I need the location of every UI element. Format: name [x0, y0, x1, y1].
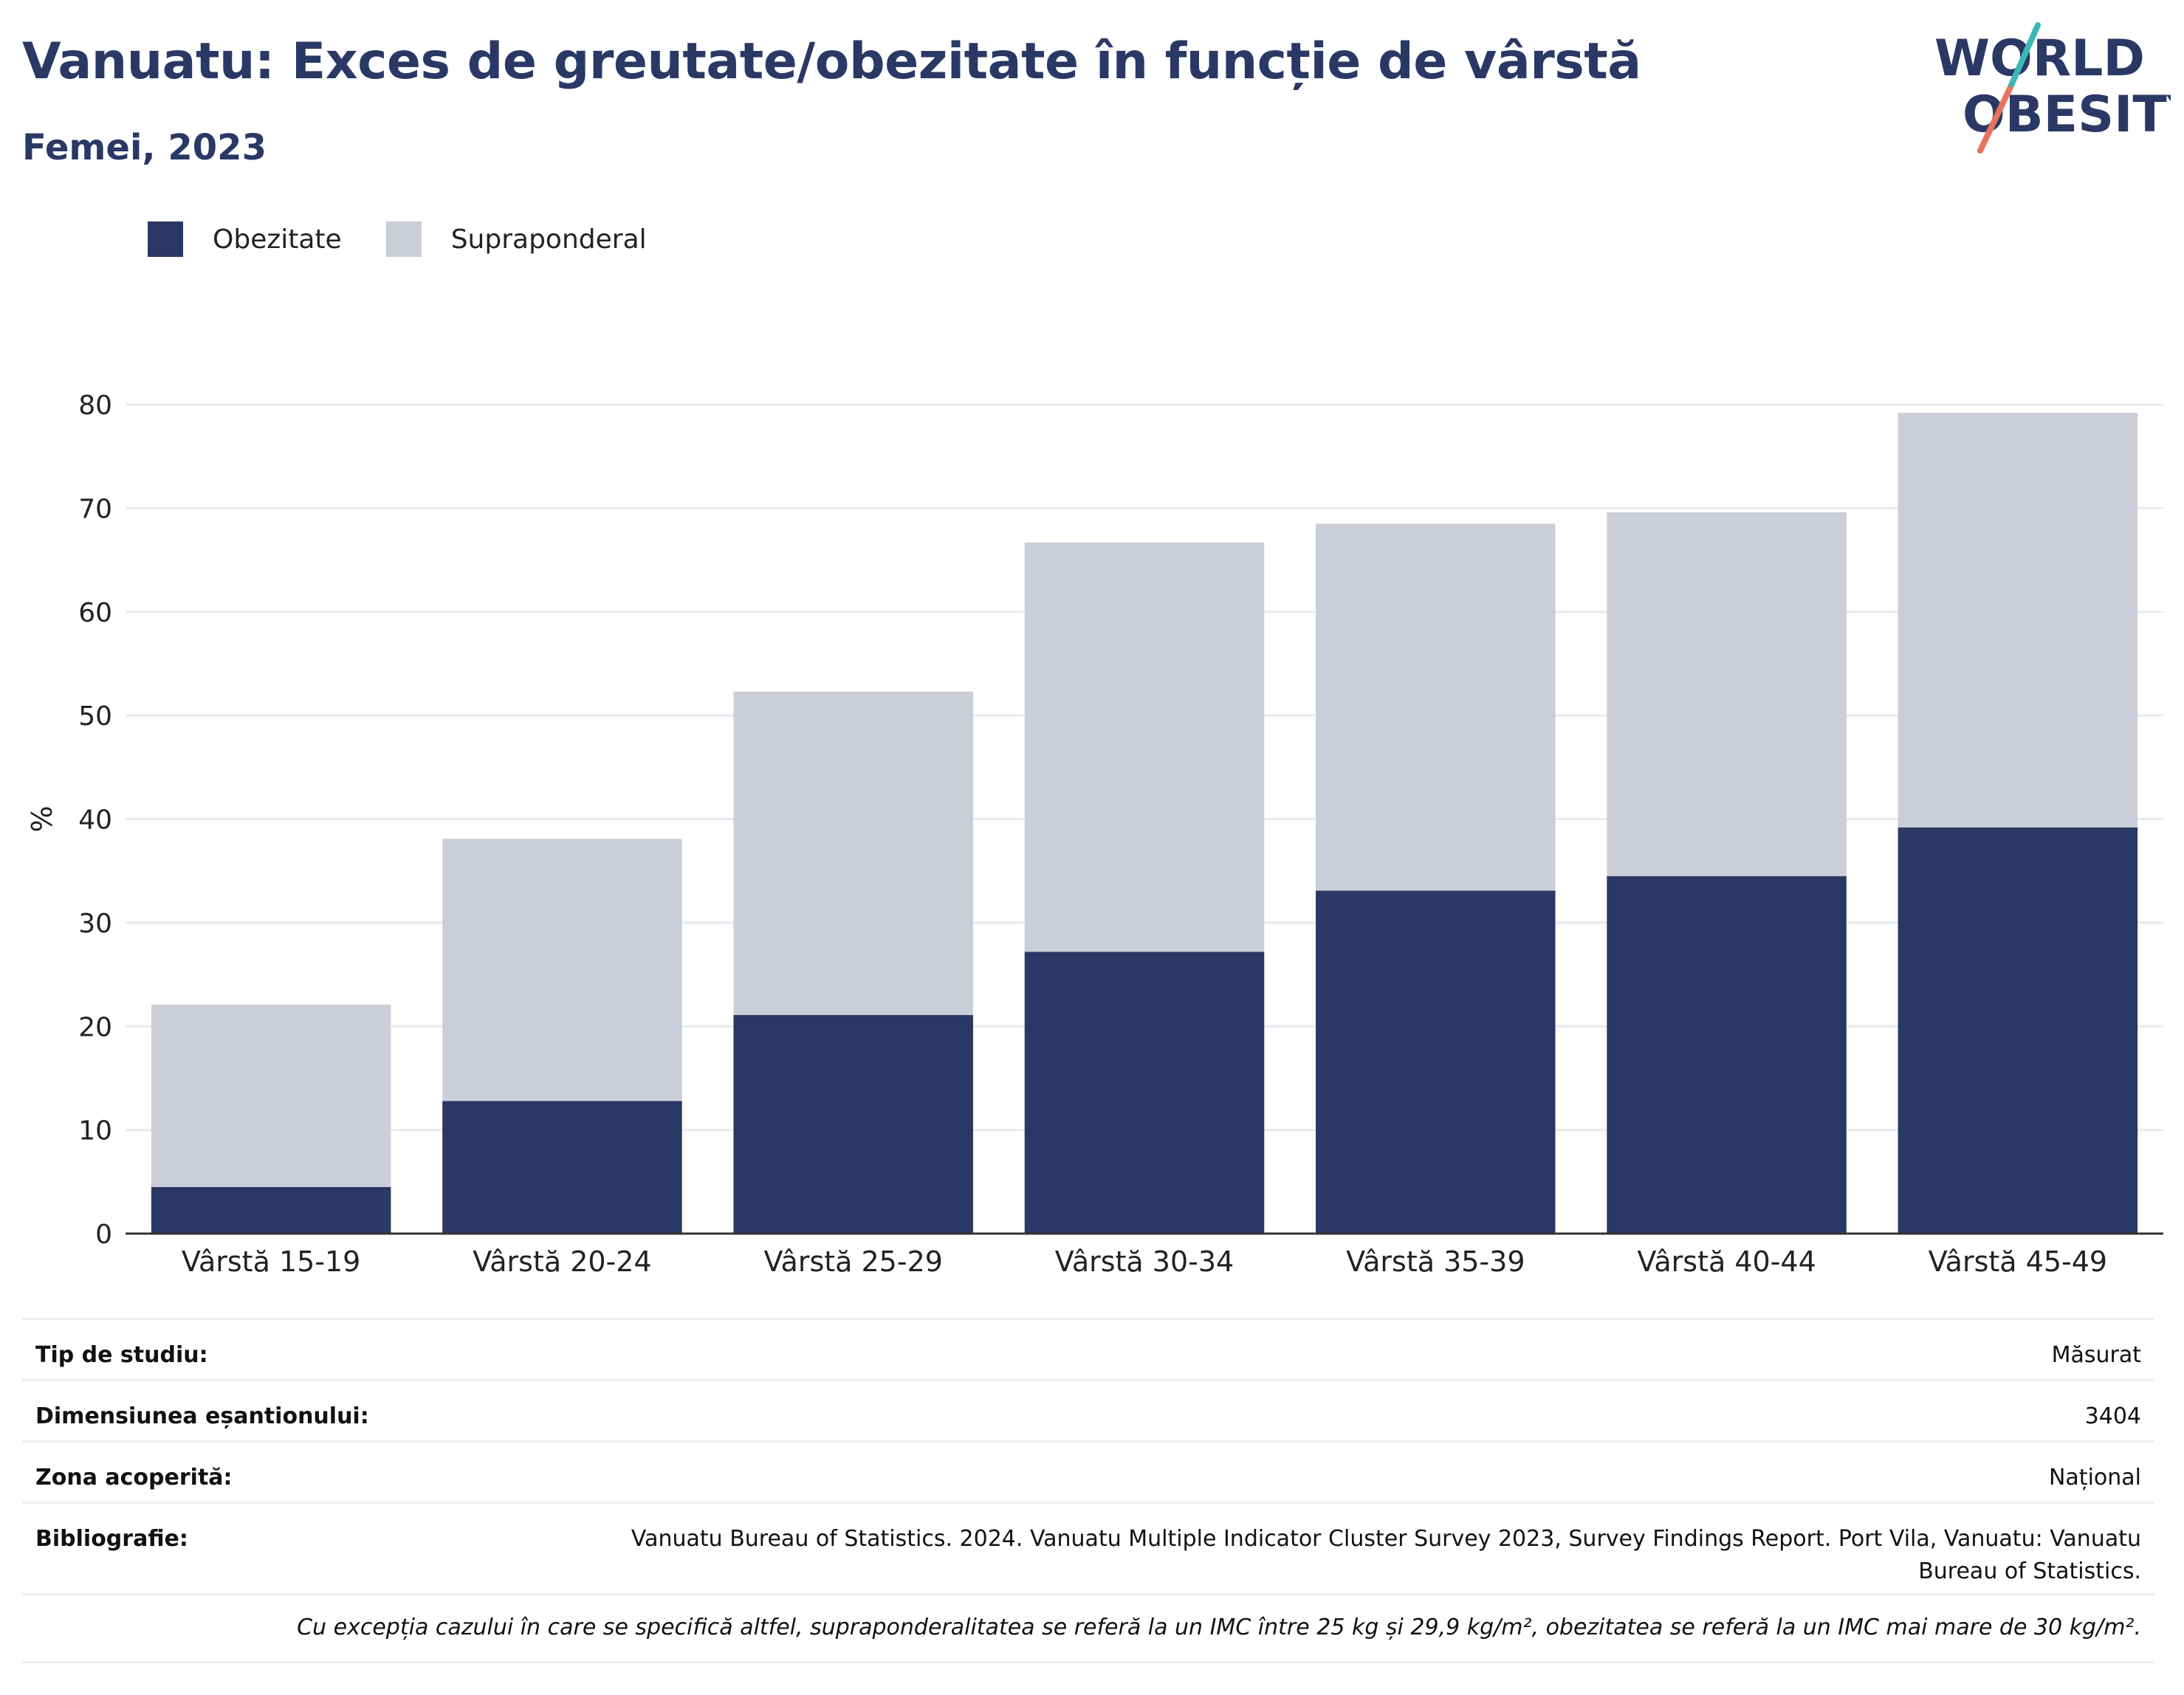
- bar-overweight: [442, 839, 682, 1101]
- info-value-bibliography: Vanuatu Bureau of Statistics. 2024. Vanu…: [631, 1526, 2141, 1584]
- info-row-bibliography: Bibliografie: Vanuatu Bureau of Statisti…: [22, 1502, 2154, 1593]
- x-tick-label: Vârstă 25-29: [763, 1245, 942, 1278]
- x-tick-label: Vârstă 30-34: [1055, 1245, 1234, 1278]
- chart-title: Vanuatu: Exces de greutate/obezitate în …: [22, 32, 1641, 91]
- bar-obesity: [1024, 952, 1265, 1234]
- info-label-bibliography: Bibliografie:: [35, 1526, 188, 1552]
- y-tick-label: 70: [78, 494, 112, 524]
- y-tick-label: 80: [78, 391, 112, 421]
- y-axis-label: %: [26, 805, 58, 832]
- bar-overweight: [1316, 523, 1556, 891]
- y-tick-label: 60: [78, 598, 112, 628]
- y-tick-label: 40: [78, 805, 112, 836]
- x-tick-label: Vârstă 45-49: [1929, 1245, 2107, 1278]
- bar-obesity: [1316, 890, 1556, 1234]
- info-row-sample-size: Dimensiunea eșantionului: 3404: [22, 1379, 2154, 1440]
- logo-text-obesity: OBESITY: [1962, 86, 2171, 144]
- y-tick-label: 20: [78, 1012, 112, 1042]
- legend-swatch-obesity: [148, 221, 183, 257]
- legend-label-overweight: Supraponderal: [450, 224, 647, 255]
- bar-overweight: [1024, 542, 1265, 952]
- y-tick-label: 50: [78, 701, 112, 732]
- legend-label-obesity: Obezitate: [213, 224, 342, 255]
- y-tick-label: 10: [78, 1116, 112, 1146]
- info-value-coverage: Național: [2048, 1465, 2141, 1491]
- info-value-study-type: Măsurat: [2051, 1342, 2141, 1368]
- bar-obesity: [1607, 876, 1847, 1234]
- x-tick-label: Vârstă 15-19: [182, 1245, 360, 1278]
- x-tick-label: Vârstă 20-24: [473, 1245, 651, 1278]
- info-label-study-type: Tip de studiu:: [35, 1342, 208, 1368]
- world-obesity-logo: WORLD OBESITY: [1934, 22, 2171, 154]
- bar-overweight: [1898, 413, 2138, 828]
- info-row-coverage: Zona acoperită: Național: [22, 1440, 2154, 1502]
- bar-obesity: [1898, 827, 2138, 1234]
- logo-slash-coral: [1977, 86, 2013, 154]
- y-tick-label: 0: [95, 1220, 112, 1250]
- info-row-study-type: Tip de studiu: Măsurat: [22, 1318, 2154, 1379]
- legend-item-obesity[interactable]: Obezitate: [148, 221, 342, 257]
- bar-overweight: [1607, 512, 1847, 876]
- logo-slash-teal: [2007, 22, 2041, 92]
- info-label-coverage: Zona acoperită:: [35, 1465, 233, 1491]
- legend-swatch-overweight: [385, 221, 422, 257]
- bar-obesity: [733, 1014, 973, 1234]
- logo-text-world: WORLD: [1934, 30, 2145, 88]
- bar-overweight: [151, 1004, 391, 1187]
- x-tick-label: Vârstă 40-44: [1637, 1245, 1816, 1278]
- footnote-bmi-definition: Cu excepția cazului în care se specifică…: [22, 1593, 2154, 1663]
- y-tick-label: 30: [78, 909, 112, 939]
- bar-obesity: [151, 1186, 391, 1234]
- bar-overweight: [733, 691, 973, 1015]
- chart-subtitle: Femei, 2023: [22, 127, 267, 168]
- info-label-sample-size: Dimensiunea eșantionului:: [35, 1403, 369, 1429]
- x-tick-label: Vârstă 35-39: [1346, 1245, 1525, 1278]
- study-info-table: Tip de studiu: Măsurat Dimensiunea eșant…: [22, 1318, 2154, 1663]
- stacked-bar-chart: 0 10 20 30 40 50 60 70 80% Vârstă 15-19 Vârstă 20-…: [26, 391, 2163, 1278]
- info-value-sample-size: 3404: [2084, 1403, 2141, 1429]
- bar-obesity: [442, 1101, 682, 1234]
- chart-legend: Obezitate Supraponderal: [148, 221, 691, 257]
- legend-item-overweight[interactable]: Supraponderal: [385, 221, 647, 257]
